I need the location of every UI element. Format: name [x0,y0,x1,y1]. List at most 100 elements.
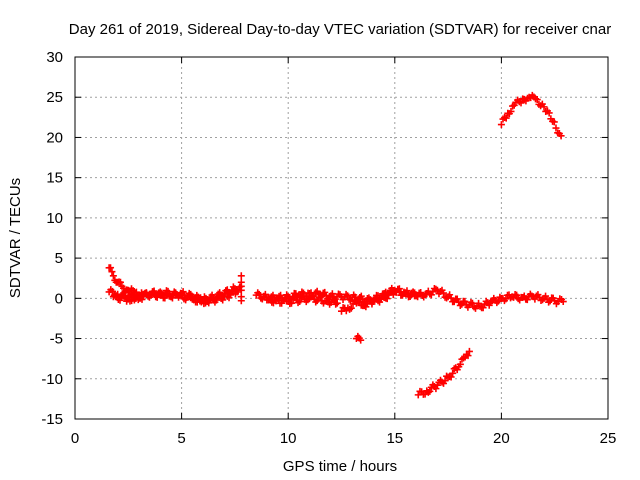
data-point [237,272,245,280]
axis-ticks: 0 5 10 15 20 25 -15 -10 -5 0 5 10 15 20 25 30 [41,49,616,447]
data-point [328,290,336,298]
data-point [108,268,116,276]
data-point [237,278,245,286]
chart-title: Day 261 of 2019, Sidereal Day-to-day VTE… [69,21,611,38]
data-point [559,298,567,306]
data-point [342,290,350,298]
y-tick-label: 0 [55,290,63,307]
data-point [509,102,517,110]
x-tick-label: 10 [280,430,297,447]
data-point [545,109,553,117]
data-point [424,388,432,396]
data-point [233,288,241,296]
data-point [323,297,331,305]
data-point [493,299,501,307]
y-tick-label: 5 [55,250,63,267]
series-track-3 [352,332,365,344]
data-point [385,290,393,298]
data-point [287,299,295,307]
data-point [212,296,220,304]
x-axis-label: GPS time / hours [283,458,397,475]
data-point [109,272,117,280]
data-point [479,304,487,312]
x-tick-label: 15 [386,430,403,447]
data-point [464,352,472,360]
data-series [105,91,567,399]
data-point [128,297,136,305]
y-tick-label: 25 [46,89,63,106]
data-point [540,103,548,111]
data-point [513,291,521,299]
data-point [461,297,469,305]
y-tick-label: 10 [46,210,63,227]
data-point [502,295,510,303]
data-point [453,295,461,303]
plot-frame [74,56,609,420]
data-point [517,99,525,107]
data-point [344,292,352,300]
data-point [482,297,490,305]
data-point [426,387,434,395]
data-point [403,287,411,295]
y-tick-label: -5 [50,331,63,348]
series-track-5 [497,91,565,140]
data-point [107,264,115,272]
data-point [552,124,560,132]
data-point [432,285,440,293]
data-point [266,295,274,303]
data-point [456,360,464,368]
data-point [333,299,341,307]
x-tick-label: 0 [71,430,79,447]
series-track-1b [109,287,241,308]
data-point [502,114,510,122]
data-point [237,297,245,305]
data-point [237,286,245,294]
gridlines [75,57,608,419]
data-point [545,298,553,306]
data-point [497,121,505,129]
series-track-4 [414,347,473,399]
data-point [113,292,121,300]
series-track-2c [263,292,341,308]
data-point [395,285,403,293]
data-point [446,291,454,299]
data-point [164,287,172,295]
series-spikes [237,272,245,305]
data-point [507,107,515,115]
data-point [412,291,420,299]
data-point [255,290,263,298]
y-tick-label: -10 [41,371,63,388]
data-point [533,96,541,104]
data-point [321,288,329,296]
data-point [298,288,306,296]
data-point [447,294,455,302]
data-point [377,294,385,302]
y-axis-label: SDTVAR / TECUs [7,178,24,298]
data-point [542,292,550,300]
data-point [205,299,213,307]
data-point [147,291,155,299]
data-point [356,298,364,306]
x-tick-label: 5 [177,430,185,447]
y-tick-label: 15 [46,170,63,187]
data-point [449,369,457,377]
y-tick-label: 20 [46,129,63,146]
data-point [296,298,304,306]
data-point [432,385,440,393]
data-point [550,118,558,126]
data-point [363,300,371,308]
data-point [468,299,476,307]
data-point [557,132,565,140]
data-point [440,289,448,297]
x-tick-label: 25 [600,430,617,447]
data-point [456,301,464,309]
data-point [227,291,235,299]
y-tick-label: -15 [41,411,63,428]
series-track-2b [338,284,420,315]
data-point [357,336,365,344]
data-point [347,304,355,312]
data-point [332,300,340,308]
data-point [178,291,186,299]
data-point [369,296,377,304]
